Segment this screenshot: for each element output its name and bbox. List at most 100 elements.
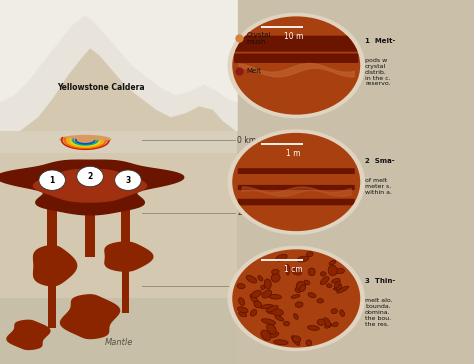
Text: pods w
crystal
distrib.
in the c.
reservo.: pods w crystal distrib. in the c. reserv…: [365, 58, 391, 86]
Circle shape: [232, 249, 360, 348]
Ellipse shape: [262, 290, 272, 298]
Ellipse shape: [276, 254, 287, 261]
Ellipse shape: [262, 319, 276, 325]
Polygon shape: [34, 246, 77, 286]
Ellipse shape: [296, 281, 306, 291]
Ellipse shape: [300, 285, 306, 292]
Ellipse shape: [320, 272, 326, 276]
Text: Melt: Melt: [246, 68, 262, 74]
Ellipse shape: [333, 322, 338, 327]
Ellipse shape: [267, 307, 276, 314]
Ellipse shape: [308, 325, 319, 331]
Polygon shape: [0, 160, 184, 215]
Polygon shape: [0, 0, 237, 102]
Ellipse shape: [250, 294, 259, 304]
Bar: [122, 269, 129, 313]
FancyBboxPatch shape: [234, 54, 358, 63]
Ellipse shape: [266, 306, 278, 312]
Ellipse shape: [327, 284, 332, 288]
Polygon shape: [7, 320, 50, 349]
Text: Mantle: Mantle: [104, 338, 133, 347]
Ellipse shape: [335, 280, 340, 288]
Circle shape: [228, 13, 365, 118]
Ellipse shape: [238, 298, 245, 305]
Text: 1  Melt-: 1 Melt-: [365, 38, 395, 44]
Ellipse shape: [308, 293, 316, 298]
Text: 2: 2: [87, 172, 93, 181]
Bar: [47, 191, 57, 257]
Ellipse shape: [291, 268, 301, 275]
Ellipse shape: [337, 286, 349, 293]
Ellipse shape: [308, 268, 315, 276]
Ellipse shape: [271, 273, 280, 282]
Ellipse shape: [251, 290, 262, 298]
Ellipse shape: [292, 336, 301, 342]
Ellipse shape: [59, 135, 111, 144]
Ellipse shape: [293, 314, 298, 319]
Polygon shape: [61, 295, 119, 339]
Polygon shape: [34, 169, 146, 202]
Circle shape: [115, 170, 141, 190]
Text: 3: 3: [125, 176, 131, 185]
Text: 2  Sma-: 2 Sma-: [365, 158, 394, 164]
Ellipse shape: [237, 307, 248, 313]
Ellipse shape: [291, 294, 300, 298]
Ellipse shape: [323, 318, 331, 327]
Ellipse shape: [271, 309, 283, 316]
Ellipse shape: [336, 268, 345, 274]
Ellipse shape: [332, 278, 340, 283]
Circle shape: [232, 16, 360, 115]
Ellipse shape: [295, 302, 303, 308]
Ellipse shape: [261, 304, 273, 309]
Bar: [121, 191, 130, 248]
Ellipse shape: [336, 285, 342, 290]
Bar: [0, 0, 237, 364]
Text: 1 m: 1 m: [286, 149, 301, 158]
Ellipse shape: [237, 284, 245, 289]
Text: of melt
meter s.
within a.: of melt meter s. within a.: [365, 178, 392, 195]
Ellipse shape: [275, 316, 284, 321]
Bar: [48, 280, 56, 328]
Ellipse shape: [272, 269, 279, 274]
Bar: [85, 191, 95, 257]
Text: melt alo.
bounda.
domina.
the bou.
the res.: melt alo. bounda. domina. the bou. the r…: [365, 298, 392, 327]
Ellipse shape: [267, 324, 276, 335]
Ellipse shape: [333, 288, 346, 291]
Ellipse shape: [292, 336, 300, 345]
FancyBboxPatch shape: [237, 185, 355, 190]
FancyBboxPatch shape: [237, 199, 355, 205]
Ellipse shape: [274, 340, 288, 345]
Ellipse shape: [246, 276, 257, 283]
Text: 10 m: 10 m: [283, 32, 303, 41]
Text: 3  Thin-: 3 Thin-: [365, 278, 395, 284]
Text: 40: 40: [237, 281, 247, 290]
Ellipse shape: [317, 319, 325, 325]
Bar: [0, 131, 237, 153]
Ellipse shape: [264, 279, 271, 289]
Ellipse shape: [261, 285, 265, 289]
Ellipse shape: [297, 256, 309, 262]
Text: Crystal
mush: Crystal mush: [246, 32, 271, 45]
Ellipse shape: [329, 260, 336, 265]
Circle shape: [228, 246, 365, 351]
Ellipse shape: [340, 310, 345, 316]
Circle shape: [39, 170, 65, 190]
Text: 20: 20: [237, 209, 246, 217]
Ellipse shape: [320, 277, 329, 285]
Text: Yellowstone Caldera: Yellowstone Caldera: [57, 83, 145, 92]
FancyBboxPatch shape: [237, 168, 355, 174]
Ellipse shape: [331, 309, 337, 314]
Ellipse shape: [307, 252, 313, 257]
Polygon shape: [0, 0, 237, 146]
Text: 1: 1: [49, 176, 55, 185]
Ellipse shape: [250, 309, 257, 316]
Polygon shape: [105, 242, 153, 271]
Ellipse shape: [254, 301, 262, 308]
Ellipse shape: [317, 298, 324, 303]
Circle shape: [77, 166, 103, 187]
Ellipse shape: [269, 294, 282, 299]
Circle shape: [228, 129, 365, 235]
Ellipse shape: [269, 295, 279, 298]
Ellipse shape: [325, 323, 332, 328]
Ellipse shape: [239, 312, 247, 317]
